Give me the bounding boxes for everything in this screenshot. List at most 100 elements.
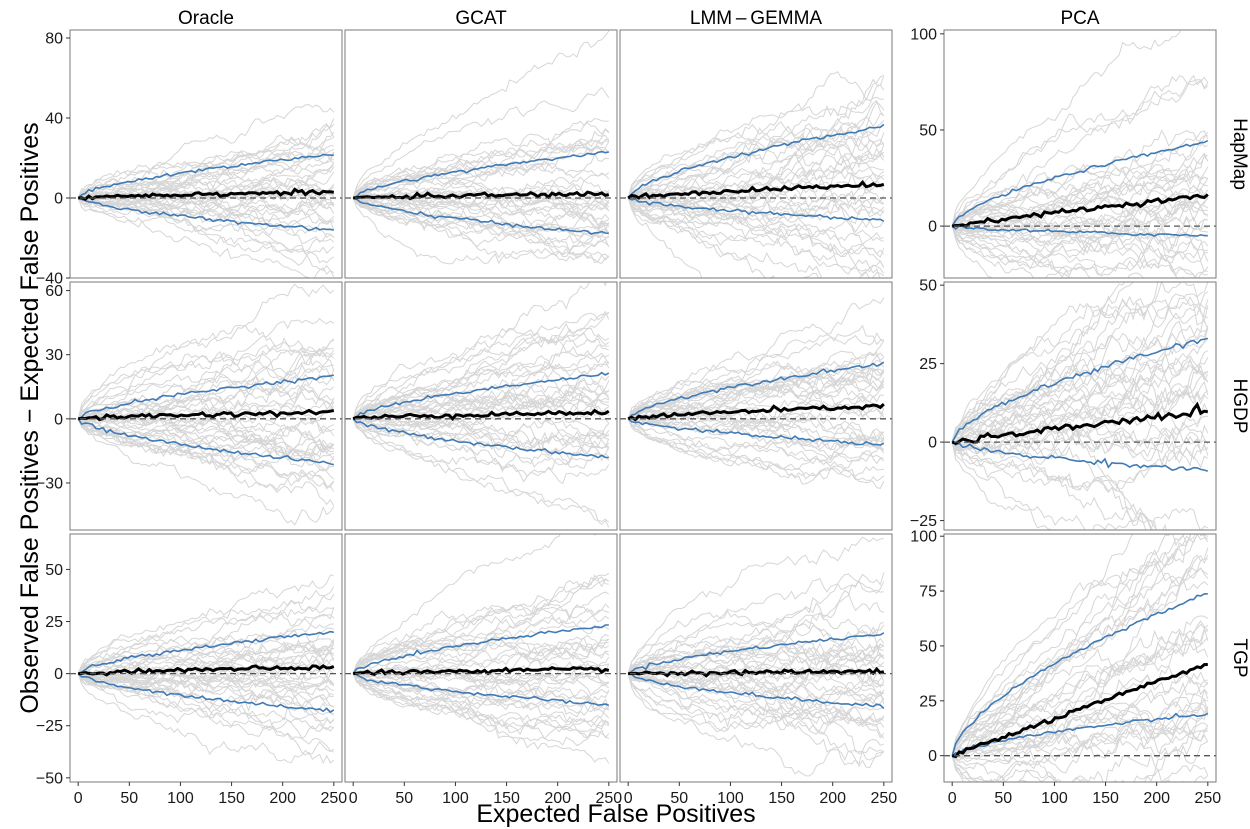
- x-tick-label: 150: [768, 790, 795, 807]
- replicate-line: [627, 332, 884, 419]
- replicate-line: [352, 673, 610, 740]
- replicate-line: [77, 586, 335, 674]
- replicate-line: [352, 418, 610, 454]
- replicate-line: [951, 224, 1208, 278]
- replicate-line: [352, 417, 610, 455]
- replicate-line: [352, 310, 610, 420]
- replicate-line: [951, 327, 1209, 443]
- y-tick-label: −25: [36, 718, 63, 735]
- replicate-line: [352, 117, 609, 199]
- replicate-line: [77, 418, 334, 471]
- replicate-line: [352, 673, 609, 710]
- y-tick-label: 100: [910, 26, 937, 43]
- replicate-line: [78, 193, 335, 266]
- replicate-line: [951, 441, 1154, 530]
- mean-line: [78, 187, 335, 201]
- replicate-line: [951, 441, 1209, 492]
- replicate-line: [951, 441, 1209, 530]
- replicate-line: [352, 609, 609, 674]
- panels-layer: −40 0 40 80 0 50 100 −30 0 30 60 −25 0 25 50 −50 −25 0 25 5…: [36, 8, 1250, 807]
- replicate-line: [627, 362, 885, 420]
- replicate-line: [951, 152, 1209, 227]
- replicate-line: [627, 197, 823, 278]
- replicate-line: [628, 197, 885, 255]
- replicate-line: [352, 418, 609, 451]
- lower-quantile-line: [352, 418, 609, 459]
- x-tick-label: 150: [1092, 790, 1119, 807]
- replicate-line: [77, 350, 335, 420]
- panel-border: [943, 281, 1217, 531]
- replicate-line: [77, 614, 335, 675]
- replicate-line: [77, 418, 335, 526]
- replicate-line: [952, 672, 1209, 757]
- replicate-line: [952, 199, 1208, 234]
- replicate-line: [627, 418, 885, 489]
- replicate-line: [951, 576, 1209, 756]
- replicate-line: [951, 328, 1209, 443]
- replicate-line: [627, 143, 885, 208]
- replicate-line: [627, 418, 885, 469]
- replicate-line: [627, 673, 885, 725]
- replicate-line: [951, 547, 1209, 756]
- replicate-line: [77, 673, 335, 716]
- x-tick-label: 0: [948, 790, 957, 807]
- replicate-line: [352, 133, 609, 199]
- replicate-line: [353, 380, 610, 420]
- x-tick-label: 50: [994, 790, 1012, 807]
- upper-quantile-line: [352, 371, 610, 420]
- replicate-line: [78, 388, 334, 420]
- x-tick-label: 100: [717, 790, 744, 807]
- mean-line: [352, 408, 610, 421]
- replicate-line: [627, 635, 884, 675]
- upper-quantile-line: [77, 374, 334, 420]
- panel-plot-area: [627, 297, 885, 489]
- replicate-line: [951, 225, 1196, 278]
- replicate-line: [77, 407, 335, 450]
- replicate-line: [352, 418, 610, 473]
- replicate-line: [627, 669, 885, 722]
- replicate-line: [627, 673, 885, 735]
- replicate-line: [951, 441, 1147, 530]
- column-strip-label: LMM – GEMMA: [690, 8, 823, 29]
- replicate-line: [627, 673, 885, 732]
- replicate-line: [77, 672, 334, 700]
- replicate-line: [77, 186, 335, 219]
- replicate-line: [628, 412, 885, 443]
- row-strip-label: HapMap: [1229, 118, 1250, 190]
- y-tick-label: −25: [910, 513, 937, 530]
- replicate-line: [352, 197, 609, 264]
- replicate-line: [352, 534, 598, 674]
- replicate-line: [77, 196, 335, 217]
- panel-6: [619, 281, 893, 531]
- panel-11: 0 25 50 75 100 0 50 100 150 200 250: [910, 529, 1221, 807]
- panel-10: 0 50 100 150 200 250: [619, 533, 897, 807]
- replicate-line: [951, 441, 1167, 530]
- panel-border: [69, 29, 343, 279]
- x-tick-label: 50: [670, 790, 688, 807]
- y-tick-label: 25: [45, 614, 63, 631]
- replicate-line: [627, 197, 885, 275]
- replicate-line: [627, 371, 885, 420]
- replicate-line: [627, 84, 885, 199]
- replicate-line: [352, 336, 610, 420]
- x-tick-label: 0: [624, 790, 633, 807]
- replicate-line: [77, 416, 335, 458]
- replicate-line: [951, 350, 1209, 443]
- x-tick-label: 150: [218, 790, 245, 807]
- replicate-line: [627, 137, 885, 199]
- replicate-line: [952, 626, 1209, 757]
- replicate-line: [951, 194, 1209, 242]
- replicate-line: [627, 610, 885, 674]
- replicate-line: [77, 197, 335, 253]
- replicate-line: [353, 634, 610, 692]
- replicate-line: [627, 112, 885, 199]
- replicate-line: [951, 338, 1209, 443]
- replicate-line: [77, 606, 334, 674]
- replicate-line: [951, 351, 1209, 443]
- replicate-line: [628, 196, 884, 225]
- replicate-line: [951, 409, 1209, 460]
- y-tick-label: 50: [45, 562, 63, 579]
- column-strip-label: GCAT: [455, 8, 507, 29]
- x-tick-label: 250: [320, 790, 347, 807]
